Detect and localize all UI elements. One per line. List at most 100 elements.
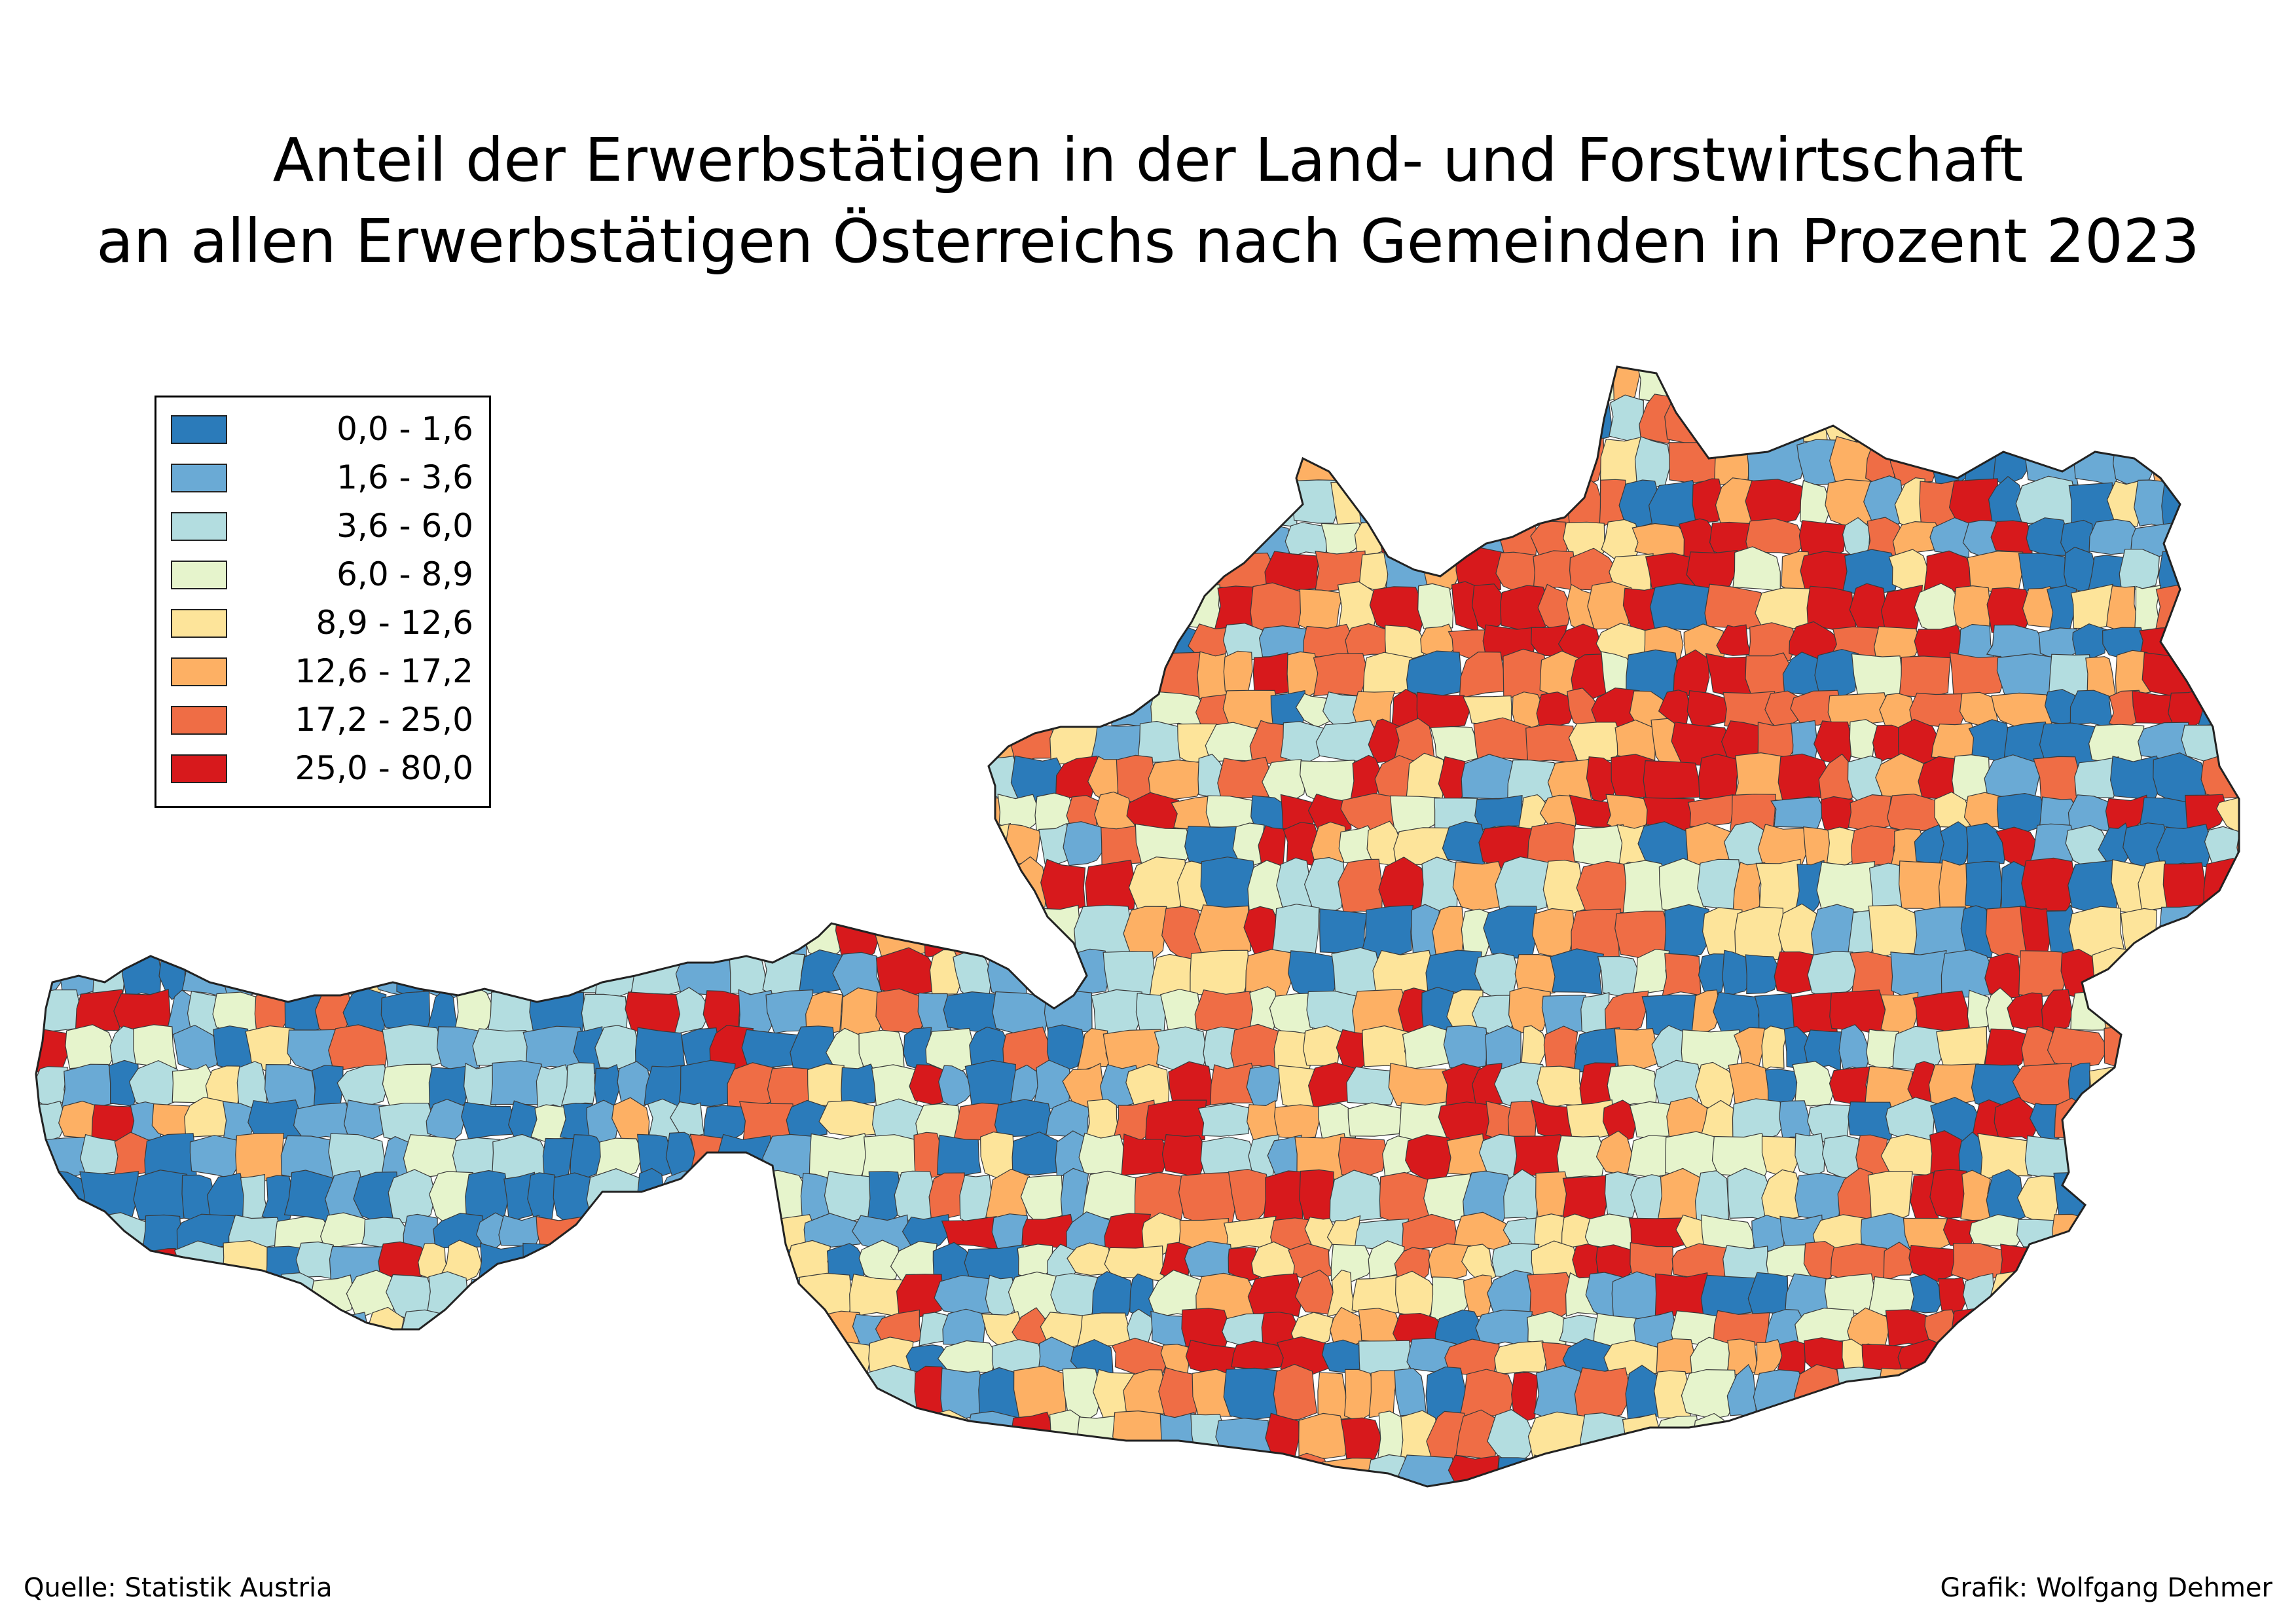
municipality: [1452, 1490, 1482, 1539]
municipality: [1066, 392, 1120, 443]
municipality: [811, 758, 846, 804]
municipality: [987, 951, 1031, 997]
municipality: [253, 950, 284, 993]
municipality: [1984, 1310, 2032, 1350]
municipality: [36, 1213, 75, 1251]
municipality: [2219, 1367, 2239, 1422]
municipality: [1006, 629, 1043, 659]
map-title-line-1: Anteil der Erwerbstätigen in der Land- u…: [272, 125, 2024, 195]
municipality: [436, 1026, 483, 1073]
municipality: [2135, 395, 2182, 444]
municipality: [709, 1217, 765, 1255]
municipality: [1965, 822, 2008, 868]
municipality: [1043, 436, 1092, 484]
municipality: [1461, 754, 1516, 800]
municipality: [492, 523, 551, 561]
municipality: [706, 1173, 755, 1224]
municipality: [1299, 1169, 1334, 1224]
municipality: [949, 518, 987, 561]
municipality: [136, 1483, 168, 1486]
municipality: [495, 690, 538, 732]
municipality: [663, 621, 701, 661]
municipality: [36, 1274, 91, 1318]
municipality: [2159, 904, 2203, 959]
municipality: [720, 651, 764, 697]
municipality: [1013, 1365, 1066, 1419]
municipality: [782, 1313, 820, 1349]
municipality: [1692, 478, 1725, 523]
municipality: [1011, 475, 1062, 528]
municipality: [682, 720, 715, 761]
municipality: [1253, 1453, 1300, 1486]
municipality: [894, 755, 953, 807]
municipality: [847, 584, 882, 633]
municipality: [111, 1485, 148, 1486]
municipality: [1691, 989, 1721, 1035]
municipality: [143, 1271, 191, 1318]
municipality: [2032, 1484, 2090, 1486]
municipality: [586, 1168, 643, 1221]
municipality: [363, 860, 401, 914]
municipality: [222, 1240, 273, 1284]
municipality: [324, 1368, 382, 1424]
municipality: [727, 1062, 777, 1109]
municipality: [1958, 1484, 2002, 1486]
municipality: [936, 1134, 981, 1177]
municipality: [506, 1270, 564, 1316]
municipality: [1121, 1133, 1170, 1176]
municipality: [1223, 1367, 1281, 1420]
municipality: [752, 477, 795, 525]
municipality: [811, 585, 852, 635]
municipality: [1273, 1363, 1318, 1422]
municipality: [2205, 523, 2239, 561]
municipality: [2130, 1486, 2176, 1536]
municipality: [1993, 439, 2032, 486]
municipality: [1836, 1367, 1884, 1424]
municipality: [1994, 1416, 2044, 1466]
municipality: [741, 1460, 792, 1486]
municipality: [655, 907, 716, 957]
municipality: [298, 1340, 342, 1374]
municipality: [485, 821, 542, 866]
municipality: [371, 1367, 426, 1423]
municipality: [1879, 1482, 1915, 1486]
municipality: [79, 517, 131, 555]
municipality: [449, 1411, 499, 1466]
municipality: [679, 549, 725, 594]
municipality: [1751, 1215, 1785, 1252]
municipality: [1369, 435, 1398, 490]
municipality: [975, 908, 1040, 961]
municipality: [1792, 1061, 1835, 1107]
municipality: [746, 1274, 805, 1319]
municipality: [816, 1369, 873, 1423]
municipality: [1753, 1338, 1785, 1377]
municipality: [1813, 720, 1854, 764]
municipality: [682, 433, 746, 487]
municipality: [982, 1483, 1021, 1486]
municipality: [1543, 1025, 1580, 1071]
municipality: [55, 860, 107, 916]
municipality: [1698, 953, 1727, 999]
municipality: [1326, 1269, 1357, 1318]
municipality: [670, 393, 733, 446]
municipality: [215, 1484, 252, 1486]
municipality: [1951, 1308, 1999, 1347]
municipality: [564, 587, 620, 628]
municipality: [540, 622, 576, 663]
municipality: [1361, 904, 1413, 961]
municipality: [1378, 857, 1428, 914]
municipality: [206, 905, 236, 959]
municipality: [2182, 1412, 2231, 1464]
municipality: [1023, 367, 1077, 401]
municipality: [1768, 1455, 1815, 1486]
municipality: [1795, 860, 1826, 915]
municipality: [1148, 478, 1188, 527]
municipality: [791, 438, 847, 489]
municipality: [752, 754, 793, 803]
municipality: [1011, 1131, 1063, 1176]
municipality: [1076, 1415, 1119, 1467]
municipality: [1135, 823, 1195, 870]
municipality: [98, 439, 158, 487]
municipality: [560, 1310, 613, 1348]
municipality: [2248, 1486, 2293, 1536]
